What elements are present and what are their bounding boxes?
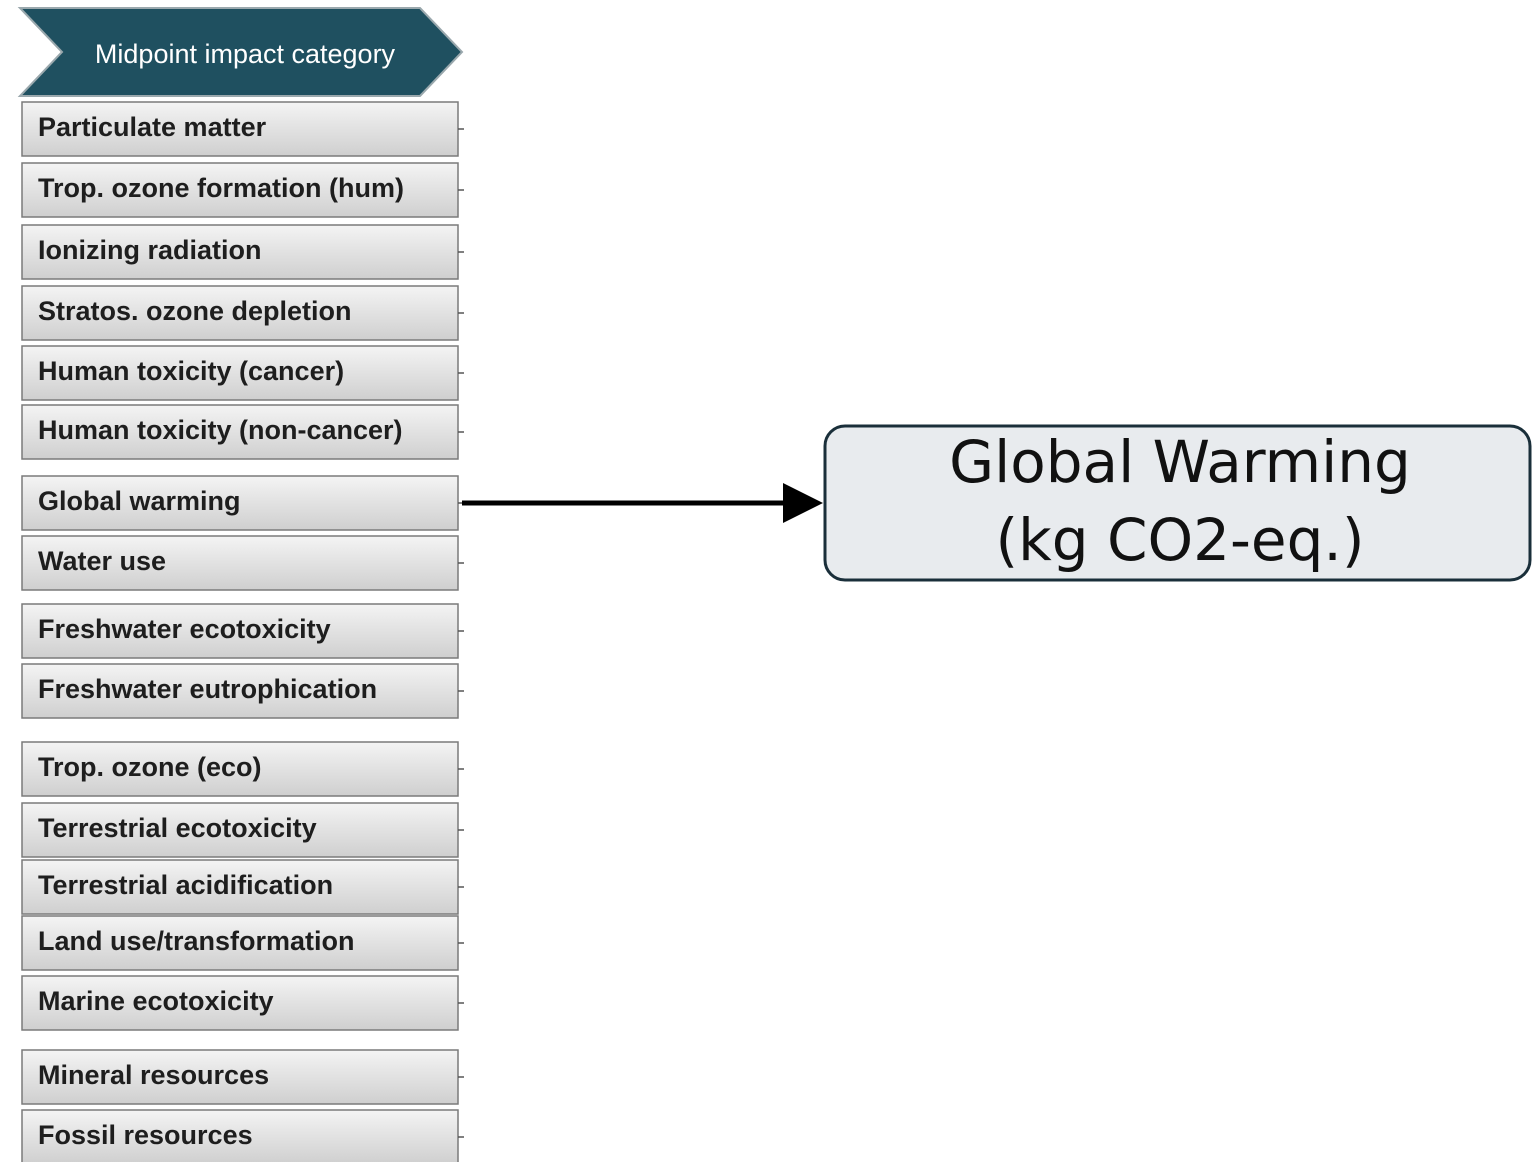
target-line: Global Warming: [949, 428, 1411, 496]
header-chevron: [17, 7, 464, 97]
category-label: Trop. ozone formation (hum): [38, 173, 404, 203]
category-label: Global warming: [38, 486, 241, 516]
target-box: [823, 424, 1532, 582]
category-box: [21, 475, 459, 531]
category-box: [21, 345, 459, 401]
category-box: [21, 915, 459, 971]
category-box: [21, 224, 459, 280]
category-box: [21, 285, 459, 341]
header-title: Midpoint impact category: [95, 39, 396, 69]
category-box: [21, 535, 459, 591]
category-label: Terrestrial acidification: [38, 870, 333, 900]
category-box: [21, 663, 459, 719]
category-box: [21, 162, 459, 218]
category-label: Fossil resources: [38, 1120, 253, 1150]
category-label: Human toxicity (non-cancer): [38, 415, 403, 445]
category-box: [21, 741, 459, 797]
category-box: [21, 603, 459, 659]
category-label: Human toxicity (cancer): [38, 356, 344, 386]
category-label: Stratos. ozone depletion: [38, 296, 352, 326]
category-box: [21, 101, 459, 157]
category-label: Mineral resources: [38, 1060, 269, 1090]
category-label: Trop. ozone (eco): [38, 752, 262, 782]
category-label: Land use/transformation: [38, 926, 355, 956]
category-label: Ionizing radiation: [38, 235, 262, 265]
category-list: Particulate matter Trop. ozone formation …: [21, 101, 464, 1162]
category-label: Terrestrial ecotoxicity: [38, 813, 317, 843]
category-box: [21, 404, 459, 460]
category-label: Freshwater eutrophication: [38, 674, 377, 704]
category-box: [21, 1109, 459, 1162]
category-label: Freshwater ecotoxicity: [38, 614, 331, 644]
category-label: Water use: [38, 546, 166, 576]
category-box: [21, 1049, 459, 1105]
target-line: (kg CO2-eq.): [995, 506, 1364, 574]
category-box: [21, 975, 459, 1031]
category-label: Marine ecotoxicity: [38, 986, 274, 1016]
category-label: Particulate matter: [38, 112, 267, 142]
